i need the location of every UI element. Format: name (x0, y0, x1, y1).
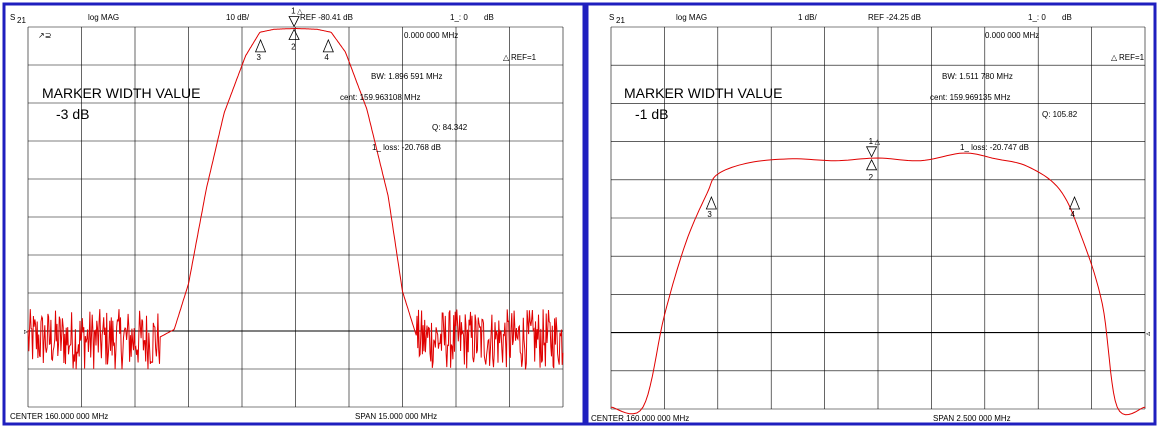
marker-1 (865, 146, 878, 158)
ref-level: REF -24.25 dB (868, 13, 921, 22)
bandwidth-readout: BW: 1.896 591 MHz (371, 72, 442, 81)
span-frequency: SPAN 15.000 000 MHz (355, 412, 437, 421)
marker-label-3: 3 (257, 53, 262, 62)
marker-frequency: 0.000 000 MHz (985, 31, 1039, 40)
marker-width-title: MARKER WIDTH VALUE (42, 85, 200, 101)
marker-label-3: 3 (707, 210, 712, 219)
center-readout: cent: 159.969135 MHz (930, 93, 1011, 102)
marker-2 (865, 158, 878, 171)
trace-line (27, 28, 564, 370)
format-label: log MAG (676, 13, 707, 22)
center-frequency: CENTER 160.000 000 MHz (591, 414, 689, 423)
marker-label-2: 2 (869, 173, 874, 182)
panel-frame (2, 2, 586, 426)
marker-label-2: 2 (291, 42, 296, 51)
delta-marker-icon: △ (297, 8, 303, 15)
center-frequency: CENTER 160.000 000 MHz (10, 412, 108, 421)
ref-level: REF -80.41 dB (300, 13, 353, 22)
marker-frequency: 0.000 000 MHz (404, 31, 458, 40)
loss-readout: 1_ loss: -20.768 dB (372, 143, 441, 152)
scale-label: 10 dB/ (226, 13, 250, 22)
ref-unit: dB (1062, 13, 1072, 22)
marker-4 (322, 38, 334, 53)
format-label: log MAG (88, 13, 119, 22)
markers: 1 △ 2 3 4 (705, 137, 1081, 219)
q-readout: Q: 105.82 (1042, 110, 1078, 119)
marker-width-value: -1 dB (635, 106, 668, 122)
ref-marker-label: △ (1111, 53, 1118, 62)
trace-line (610, 152, 1146, 416)
s-param-sub: 21 (17, 16, 26, 25)
marker-width-title: MARKER WIDTH VALUE (624, 85, 782, 101)
grid (610, 26, 1146, 410)
marker-label-4: 4 (324, 53, 329, 62)
marker-2 (288, 28, 300, 40)
marker-3 (254, 38, 267, 53)
marker-label-1: 1 (869, 137, 874, 146)
q-readout: Q: 84.342 (432, 123, 468, 132)
marker-width-value: -3 dB (56, 106, 89, 122)
markers: 1 △ 2 3 4 (254, 6, 334, 62)
ref-marker-text: REF=1 (511, 53, 537, 62)
bandwidth-readout: BW: 1.511 780 MHz (942, 72, 1013, 81)
ref-position: 1_: 0 (450, 13, 468, 22)
corner-icon: ↗⊇ (38, 31, 51, 40)
panel-frame (585, 2, 1157, 426)
ref-line-pointer: ▹ (24, 327, 28, 336)
s-param-label: S (10, 13, 15, 22)
s-param-sub: 21 (616, 16, 625, 25)
marker-label-1: 1 (291, 6, 296, 15)
center-readout: cent: 159.963108 MHz (340, 93, 421, 102)
trace (610, 152, 1146, 416)
panel-right: 1 △23 4 S 21 log MAG 1 dB/ REF -24.25 dB 1… (585, 2, 1157, 426)
grid (27, 26, 564, 408)
marker-3 (705, 195, 717, 210)
ref-line-pointer: ◃ (1146, 329, 1150, 338)
marker-1 (288, 16, 300, 28)
ref-marker-text: REF=1 (1119, 53, 1145, 62)
trace (27, 28, 564, 370)
s-param-label: S (609, 13, 614, 22)
marker-label-4: 4 (1071, 210, 1076, 219)
ref-unit: dB (484, 13, 494, 22)
ref-marker-label: △ (503, 53, 510, 62)
delta-marker-icon: △ (875, 139, 881, 146)
scale-label: 1 dB/ (798, 13, 817, 22)
loss-readout: 1_ loss: -20.747 dB (960, 143, 1029, 152)
ref-position: 1_: 0 (1028, 13, 1046, 22)
panel-left: 1 △23 4 S 21 log MAG 10 dB/ REF -80.41 dB … (2, 2, 586, 426)
marker-4 (1068, 195, 1081, 210)
span-frequency: SPAN 2.500 000 MHz (933, 414, 1011, 423)
